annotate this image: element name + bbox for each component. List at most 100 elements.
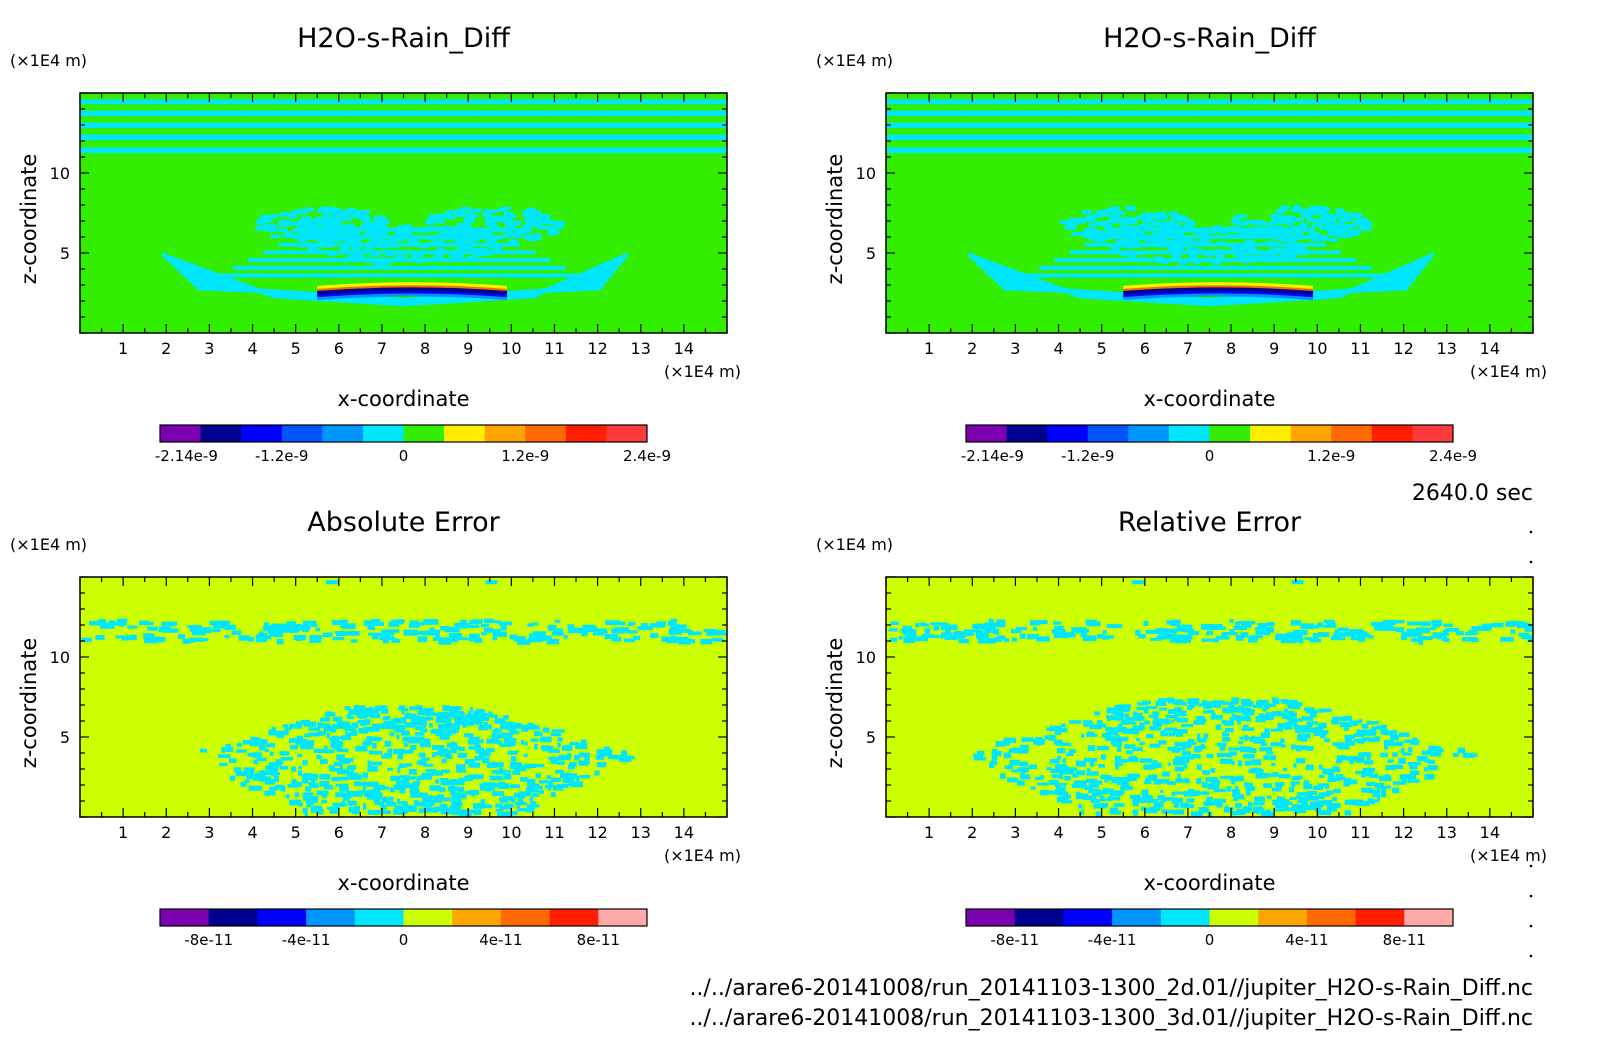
cell — [323, 726, 336, 732]
cell — [435, 718, 446, 723]
cell — [1163, 221, 1173, 226]
cell — [1236, 233, 1246, 238]
cell — [1244, 219, 1254, 224]
cell — [189, 637, 195, 643]
cell — [1107, 227, 1117, 232]
cell — [127, 625, 138, 629]
cell — [1241, 234, 1251, 239]
cell — [488, 249, 498, 254]
cell — [1071, 767, 1078, 771]
cell — [1336, 221, 1346, 226]
cell — [550, 732, 562, 737]
cell — [1344, 737, 1353, 743]
cell — [360, 708, 364, 712]
x-tick-label: 1 — [118, 339, 128, 358]
cell — [351, 722, 359, 727]
cell — [380, 724, 389, 729]
cell — [1322, 768, 1331, 774]
cell — [1139, 758, 1153, 763]
cell — [451, 801, 463, 807]
cell — [488, 209, 498, 214]
x-unit: (×1E4 m) — [664, 362, 741, 381]
cell — [1355, 771, 1366, 775]
cell — [1412, 737, 1418, 743]
cell — [1303, 780, 1310, 785]
cell — [303, 721, 317, 727]
cell — [311, 780, 316, 784]
cell — [99, 619, 107, 623]
cell — [507, 769, 511, 776]
cell — [1161, 732, 1169, 737]
cell — [1090, 780, 1103, 785]
cell — [453, 727, 459, 733]
cell — [1053, 634, 1070, 639]
cell — [1200, 791, 1210, 795]
cell — [236, 771, 249, 777]
cell — [429, 785, 441, 791]
cell — [1224, 720, 1235, 726]
cell — [1371, 726, 1377, 732]
cell — [1088, 783, 1099, 788]
cell — [1305, 710, 1319, 714]
cell — [390, 776, 401, 782]
cell — [1174, 742, 1184, 747]
cell — [434, 806, 443, 812]
cell — [898, 636, 903, 640]
colorbar-swatch — [1306, 909, 1357, 926]
cell — [457, 238, 467, 243]
cell — [323, 209, 333, 214]
cell — [531, 793, 540, 797]
cell — [1174, 717, 1186, 721]
cell — [1286, 215, 1296, 220]
cell — [516, 803, 521, 809]
cell — [343, 797, 350, 801]
cell — [1135, 250, 1145, 255]
cell — [1235, 634, 1244, 641]
cell — [1102, 788, 1114, 795]
cell — [1298, 796, 1311, 801]
x-tick-label: 4 — [247, 339, 257, 358]
cell — [355, 705, 366, 712]
cell — [586, 628, 598, 632]
cell — [475, 809, 482, 815]
cell — [582, 624, 596, 631]
cell — [349, 774, 363, 780]
cell — [605, 620, 620, 626]
cell — [1236, 716, 1250, 722]
cell — [385, 800, 394, 807]
cell — [902, 625, 912, 632]
cell — [1175, 228, 1185, 233]
cell — [255, 638, 268, 643]
cell — [1302, 716, 1314, 721]
cell — [1470, 637, 1479, 643]
cell — [416, 776, 426, 780]
cell — [522, 228, 532, 233]
cell — [650, 633, 659, 639]
cell — [396, 619, 404, 625]
cell — [1215, 724, 1222, 731]
colorbar-swatch — [241, 425, 283, 442]
cell — [520, 777, 529, 782]
cell — [557, 737, 563, 742]
cell — [596, 628, 608, 633]
cell — [343, 216, 353, 221]
cell — [546, 219, 556, 224]
cell — [1206, 624, 1223, 630]
x-unit: (×1E4 m) — [664, 846, 741, 865]
cell — [426, 713, 430, 719]
cell — [258, 770, 271, 776]
cell — [211, 628, 221, 633]
cell — [1017, 767, 1029, 773]
cell — [578, 752, 590, 758]
cell — [388, 621, 400, 627]
cell — [341, 258, 351, 263]
cell — [474, 755, 484, 761]
cell — [498, 740, 503, 746]
cell — [280, 757, 294, 761]
cell — [508, 239, 518, 244]
cell — [555, 769, 564, 774]
cell — [621, 750, 628, 756]
cell — [331, 776, 341, 782]
cell — [1119, 252, 1129, 257]
cell — [1246, 717, 1252, 722]
